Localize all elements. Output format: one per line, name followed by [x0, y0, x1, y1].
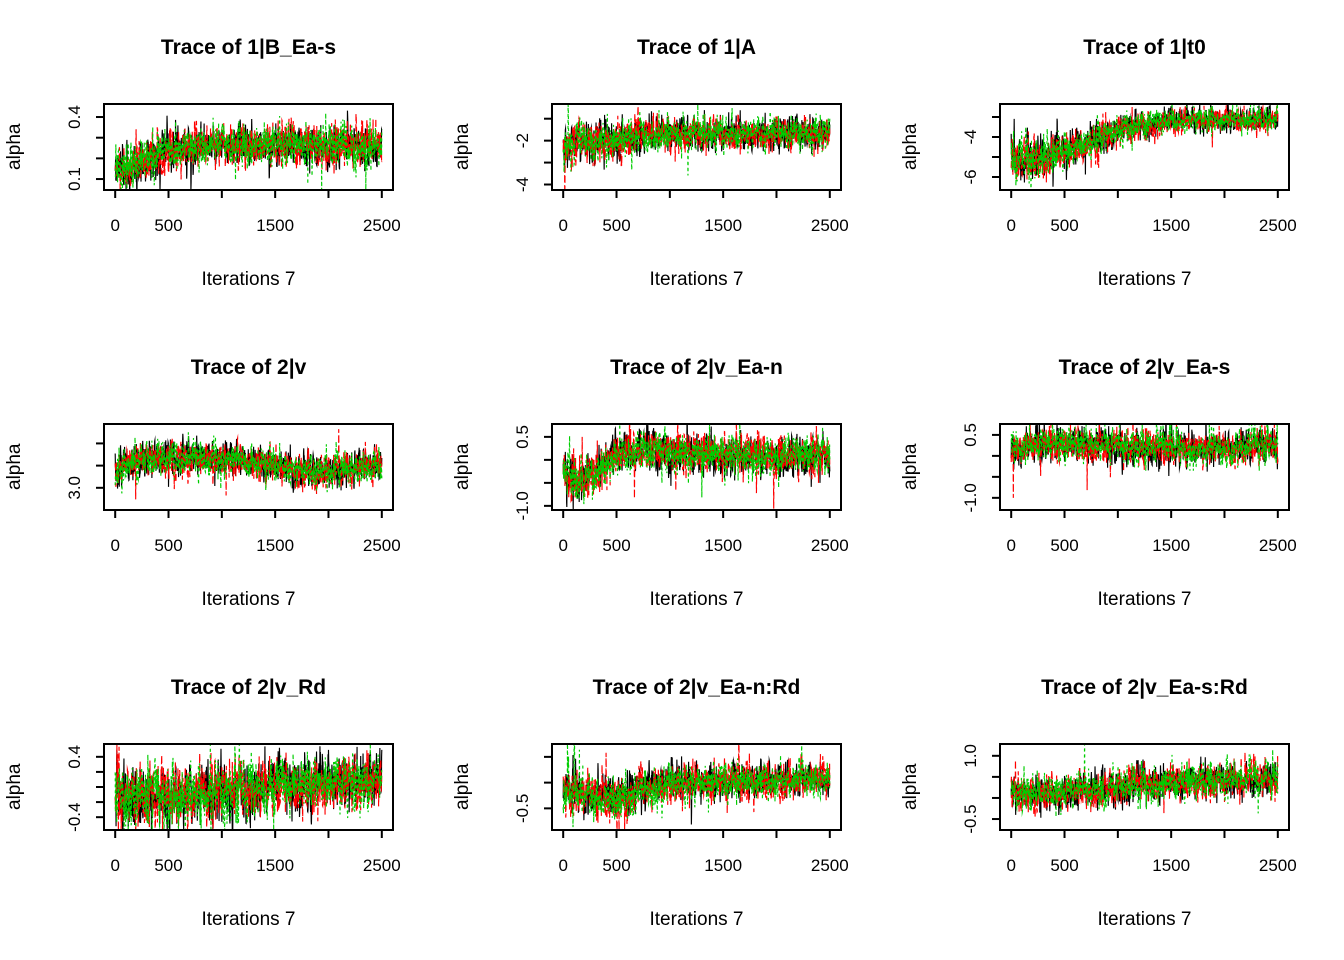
- trace-plot-cell-2: Trace of 1|A alpha Iterations 7: [448, 0, 896, 320]
- trace-plot-canvas: [896, 0, 1344, 320]
- x-axis-label: Iterations 7: [1097, 269, 1192, 290]
- y-axis-label: alpha: [452, 443, 473, 491]
- x-axis-label: Iterations 7: [201, 269, 296, 290]
- plot-title: Trace of 2|v_Rd: [170, 676, 327, 699]
- trace-plot-cell-3: Trace of 1|t0 alpha Iterations 7: [896, 0, 1344, 320]
- y-axis-label: alpha: [4, 763, 25, 811]
- plot-title: Trace of 1|B_Ea-s: [160, 36, 337, 59]
- plot-title: Trace of 1|A: [636, 36, 757, 59]
- plot-title: Trace of 2|v_Ea-s: [1058, 356, 1231, 379]
- x-axis-label: Iterations 7: [201, 589, 296, 610]
- x-axis-label: Iterations 7: [649, 269, 744, 290]
- trace-plot-cell-6: Trace of 2|v_Ea-s alpha Iterations 7: [896, 320, 1344, 640]
- trace-plot-canvas: [448, 0, 896, 320]
- plot-title: Trace of 1|t0: [1083, 36, 1206, 59]
- x-axis-label: Iterations 7: [649, 589, 744, 610]
- trace-plot-canvas: [448, 320, 896, 640]
- y-axis-label: alpha: [4, 443, 25, 491]
- trace-plot-cell-7: Trace of 2|v_Rd alpha Iterations 7: [0, 640, 448, 960]
- trace-plot-cell-5: Trace of 2|v_Ea-n alpha Iterations 7: [448, 320, 896, 640]
- trace-plot-cell-1: Trace of 1|B_Ea-s alpha Iterations 7: [0, 0, 448, 320]
- x-axis-label: Iterations 7: [201, 909, 296, 930]
- plot-title: Trace of 2|v_Ea-s:Rd: [1041, 676, 1248, 699]
- trace-plot-canvas: [0, 320, 448, 640]
- trace-plot-canvas: [0, 640, 448, 960]
- y-axis-label: alpha: [452, 763, 473, 811]
- plot-title: Trace of 2|v_Ea-n: [610, 356, 783, 379]
- plot-title: Trace of 2|v: [190, 356, 307, 379]
- x-axis-label: Iterations 7: [1097, 589, 1192, 610]
- x-axis-label: Iterations 7: [1097, 909, 1192, 930]
- trace-plot-cell-8: Trace of 2|v_Ea-n:Rd alpha Iterations 7: [448, 640, 896, 960]
- y-axis-label: alpha: [4, 123, 25, 171]
- plot-title: Trace of 2|v_Ea-n:Rd: [592, 676, 801, 699]
- trace-plot-canvas: [896, 320, 1344, 640]
- y-axis-label: alpha: [900, 123, 921, 171]
- trace-plot-cell-4: Trace of 2|v alpha Iterations 7: [0, 320, 448, 640]
- y-axis-label: alpha: [900, 443, 921, 491]
- trace-plot-cell-9: Trace of 2|v_Ea-s:Rd alpha Iterations 7: [896, 640, 1344, 960]
- y-axis-label: alpha: [900, 763, 921, 811]
- trace-plot-canvas: [448, 640, 896, 960]
- trace-plot-canvas: [0, 0, 448, 320]
- x-axis-label: Iterations 7: [649, 909, 744, 930]
- trace-plot-canvas: [896, 640, 1344, 960]
- y-axis-label: alpha: [452, 123, 473, 171]
